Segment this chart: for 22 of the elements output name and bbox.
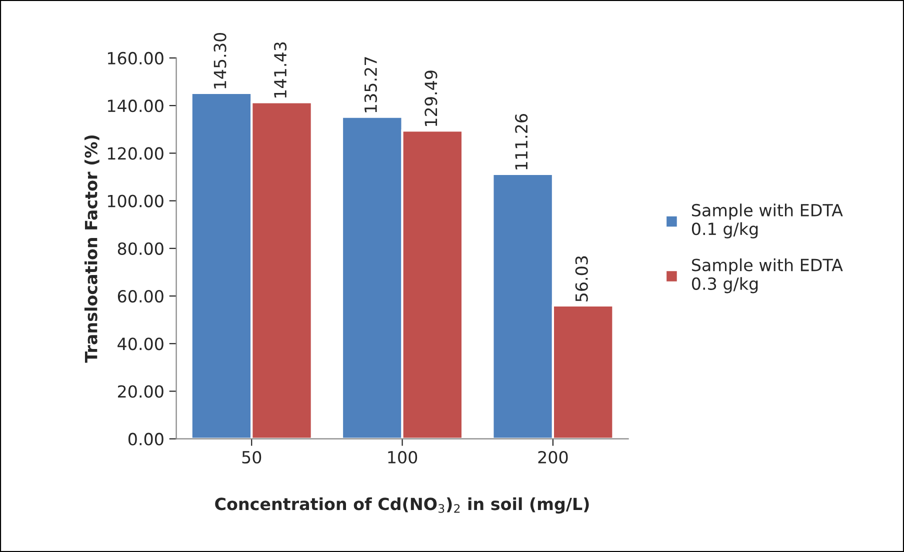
y-tick-label: 80.00 [118,242,164,255]
x-tick-label: 200 [538,450,568,464]
data-label: 135.27 [364,57,377,112]
legend-label: Sample with EDTA 0.3 g/kg [692,258,843,294]
y-tick-label: 40.00 [118,338,164,350]
data-label: 111.26 [515,114,528,170]
x-tick-label: 50 [242,450,262,464]
x-tick-label: 100 [388,450,418,464]
y-tick-label: 140.00 [108,100,164,112]
data-label: 141.43 [274,42,287,98]
y-tick-label: 20.00 [118,385,164,398]
y-tick-label: 60.00 [118,290,164,303]
data-label: 56.03 [575,256,588,302]
x-axis-title: Concentration of Cd(NO$_{3}$)$_{2}$ in soil (mg/L) [215,497,589,514]
y-tick-label: 160.00 [108,52,164,65]
data-label: 145.30 [214,32,226,88]
y-tick-label: 0.00 [128,432,164,446]
data-label: 129.49 [424,70,438,126]
y-axis-title: Translocation Factor (%) [84,135,100,363]
y-tick-label: 100.00 [108,194,164,208]
y-tick-label: 120.00 [108,147,164,160]
legend-label: Sample with EDTA 0.1 g/kg [692,204,843,238]
